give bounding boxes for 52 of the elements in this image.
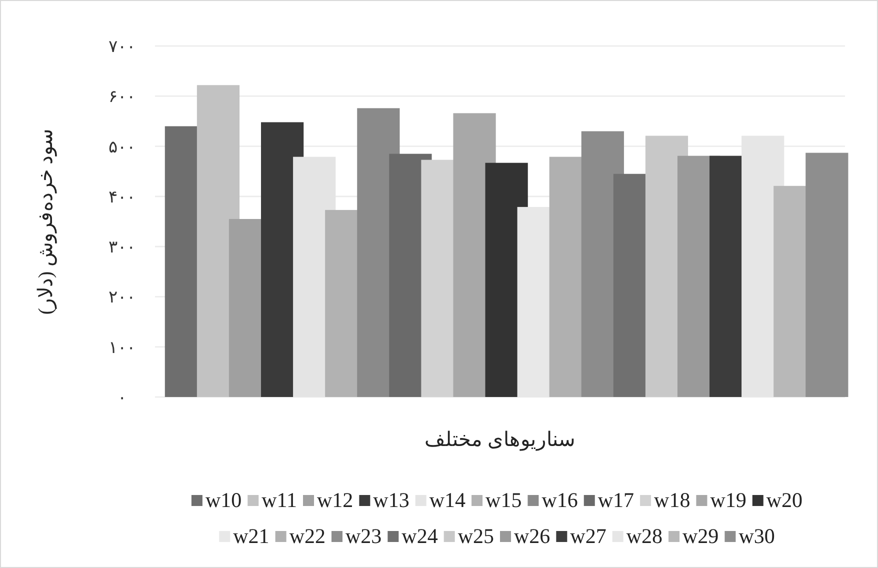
y-tick-label: ۲۰۰ [108, 288, 136, 307]
legend-label: w13 [373, 488, 410, 512]
legend-label: w22 [289, 524, 326, 548]
legend-w25: w25 [444, 524, 494, 548]
legend-label: w20 [766, 488, 803, 512]
legend-label: w11 [262, 488, 298, 512]
legend-label: w16 [542, 488, 578, 512]
legend-label: w29 [682, 524, 719, 548]
legend-w29: w29 [668, 524, 719, 548]
legend-w23: w23 [331, 524, 382, 548]
legend-w24: w24 [388, 524, 438, 548]
legend-w22: w22 [275, 524, 326, 548]
legend-label: w19 [710, 488, 746, 512]
legend-w11: w11 [248, 488, 297, 512]
legend-label: w24 [402, 524, 438, 548]
legend-w27: w27 [556, 524, 606, 548]
y-axis-title: سود خرده‌فروش (دلار) [35, 128, 57, 315]
legend-label: w15 [486, 488, 522, 512]
legend-label: w26 [514, 524, 550, 548]
legend-w30: w30 [724, 524, 775, 548]
legend-w17: w17 [584, 488, 634, 512]
legend-w28: w28 [612, 524, 663, 548]
legend-label: w18 [654, 488, 690, 512]
legend-label: w10 [205, 488, 242, 512]
legend-label: w23 [345, 524, 382, 548]
legend-w18: w18 [640, 488, 690, 512]
y-tick-label: ۶۰۰ [108, 87, 136, 106]
legend-w13: w13 [359, 488, 410, 512]
y-tick-label: ۴۰۰ [108, 187, 136, 206]
legend-label: w30 [738, 524, 775, 548]
legend-w20: w20 [752, 488, 803, 512]
legend-w21: w21 [219, 524, 270, 548]
legend-label: w28 [626, 524, 663, 548]
legend-label: w17 [598, 488, 634, 512]
y-tick-label: ۰ [118, 388, 126, 407]
legend-w12: w12 [303, 488, 354, 512]
y-tick-label: ۵۰۰ [108, 137, 136, 156]
y-tick-label: ۷۰۰ [108, 37, 136, 56]
legend-label: w12 [317, 488, 354, 512]
legend-label: w21 [233, 524, 270, 548]
y-tick-label: ۳۰۰ [108, 238, 136, 257]
legend-w16: w16 [528, 488, 578, 512]
legend-label: w27 [570, 524, 606, 548]
legend-w15: w15 [472, 488, 522, 512]
legend-w10: w10 [191, 488, 242, 512]
legend-label: w25 [458, 524, 494, 548]
y-tick-label: ۱۰۰ [108, 338, 136, 357]
legend-w14: w14 [415, 488, 466, 512]
legend-label: w14 [429, 488, 466, 512]
x-axis-title: سناریوهای مختلف [424, 429, 576, 451]
legend-w19: w19 [696, 488, 746, 512]
legend-w26: w26 [500, 524, 550, 548]
